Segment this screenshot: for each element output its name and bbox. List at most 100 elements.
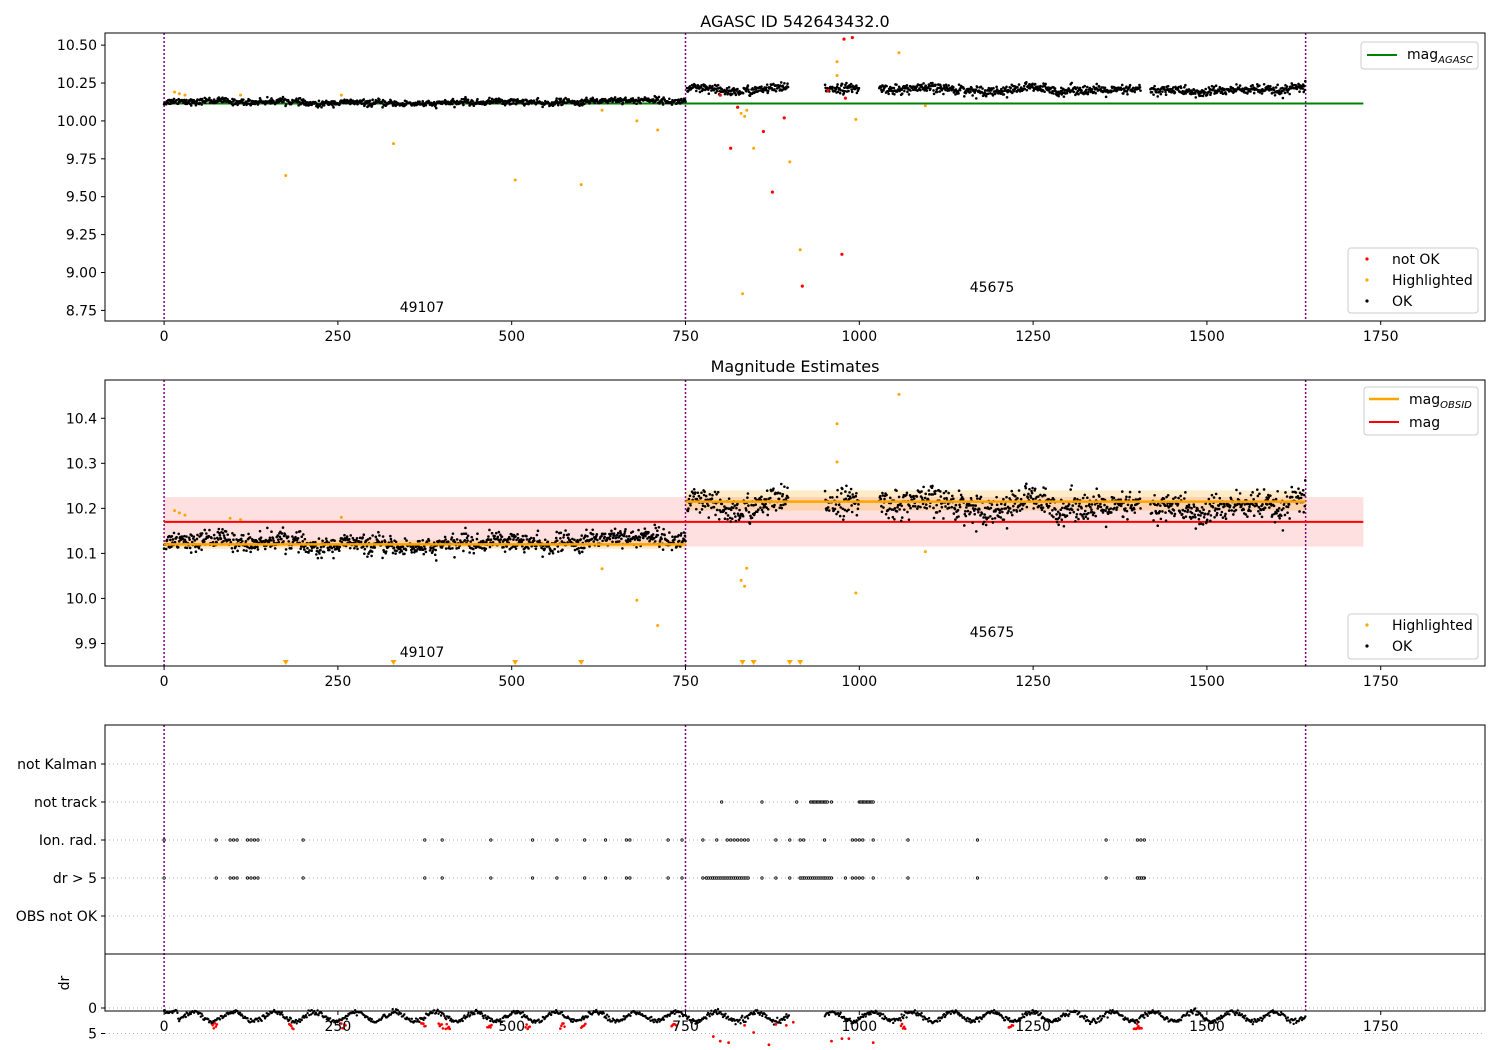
p2-ok-point [1138,497,1142,501]
p2-ok-point [1025,505,1029,509]
p2-ok-point [1081,515,1084,518]
p2-ok-point [362,533,366,537]
p1-ok-point [1176,87,1180,91]
p2-ok-point [488,528,491,532]
p1-ok-point [907,93,911,96]
p2-ok-point [429,547,433,550]
p2-ok-point [600,534,603,538]
p2-ok-point [708,493,712,496]
p2-ok-point [302,533,305,536]
p1-ytick-label-0: 8.75 [66,303,97,319]
p3-flag-not-track [795,800,799,804]
p2-ok-point [1297,497,1301,500]
p2-ok-point [470,535,474,539]
p1-ok-point [765,83,769,86]
p2-ok-point [773,503,776,507]
p2-ok-point [706,504,710,507]
p1-ok-point [321,100,324,103]
p2-ok-point [905,491,909,495]
p3-dr-point [437,1012,440,1016]
p2-ok-point [1162,497,1166,501]
p2-ok-point [496,535,500,539]
p2-ok-point [287,540,291,543]
p1-ok-point [698,90,702,94]
p2-ok-point [903,508,906,511]
p2-ok-point [1282,503,1286,506]
p2-ok-point [836,510,840,514]
p2-ok-point [1074,519,1077,523]
p2-ok-point [934,489,937,493]
p2-ok-point [401,545,405,548]
p1-ok-point [736,87,739,91]
p2-ok-point [1301,488,1305,492]
p2-ok-point [1083,509,1087,513]
p2-ok-point [272,539,275,542]
p2-ok-point [1112,496,1116,500]
p2-ok-point [536,529,540,533]
p1-highlighted-point [656,128,660,132]
p2-ok-point [882,506,885,509]
p2-ok-point [1040,508,1044,512]
p1-highlighted-point [897,51,901,55]
p3-flag-dr5 [228,876,232,880]
p3-flag-dr5 [760,876,764,880]
p1-ok-point [418,100,421,103]
p3-dr-point [171,1011,174,1015]
p2-ok-point [1082,512,1086,516]
p2-ok-point [973,512,977,516]
p2-ok-point [959,493,963,497]
p1-ok-point [1273,93,1277,97]
p1-ok-point [1122,92,1125,95]
p3-flag-ion-rad [1135,838,1139,842]
p2-ok-point [561,548,564,552]
p1-ok-point [185,98,188,102]
p2-ok-point [844,490,847,493]
p2-ok-point [319,548,322,552]
p1-xtick-label-6: 1500 [1189,329,1225,345]
p2-ok-point [185,546,189,550]
p1-ok-point [1009,86,1012,90]
p2-ok-point [1300,492,1304,496]
p1-ok-point [527,102,530,106]
p2-ok-point [944,489,948,493]
p1-ok-point [1231,86,1235,90]
p1-ok-point [1002,93,1006,96]
p2-ok-point [1213,515,1216,519]
p2-ok-point [611,540,614,544]
p2-ok-point [453,540,457,544]
p1-ok-point [760,85,763,88]
p2-ok-point [724,511,728,515]
p2-ok-point [318,552,321,555]
p2-ok-point [1260,515,1264,519]
p3-flag-ion-rad [256,838,260,842]
p3-flag-ion-rad [736,838,740,842]
p2-ok-point [416,548,419,551]
p2-ok-point [782,503,785,507]
p1-ok-point [1301,87,1304,90]
p2-ok-point [836,488,839,492]
p1-ok-point [661,103,665,106]
p1-ok-point [1172,86,1175,89]
p2-ok-point [1104,525,1108,529]
p2-ok-point [591,528,594,532]
p3-dr-point [499,1018,502,1021]
p1-ok-point [471,99,475,103]
p1-highlighted-point [745,108,749,112]
p2-ok-point [1048,512,1052,515]
p3-flag-ion-rad [245,838,250,842]
p2-ok-point [1126,518,1129,521]
p2-ok-point [266,526,269,530]
p1-ok-point [720,87,724,91]
p1-ok-point [1033,82,1037,86]
p1-ok-point [338,102,342,105]
p2-ok-point [451,546,454,550]
p2-ok-point [183,534,186,538]
p2-highlighted-point [835,422,839,426]
p2-highlighted-point [177,511,181,515]
p1-ok-point [580,98,584,102]
p3-dr-point [580,1019,583,1022]
p2-ok-point [487,535,490,538]
p1-ok-point [944,83,948,87]
p2-ok-point [964,514,968,518]
p3-dr-point [289,1017,293,1020]
